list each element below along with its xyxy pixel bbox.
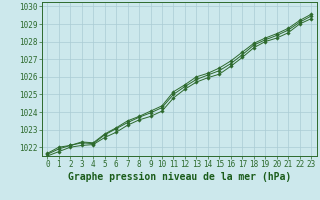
X-axis label: Graphe pression niveau de la mer (hPa): Graphe pression niveau de la mer (hPa) [68,172,291,182]
